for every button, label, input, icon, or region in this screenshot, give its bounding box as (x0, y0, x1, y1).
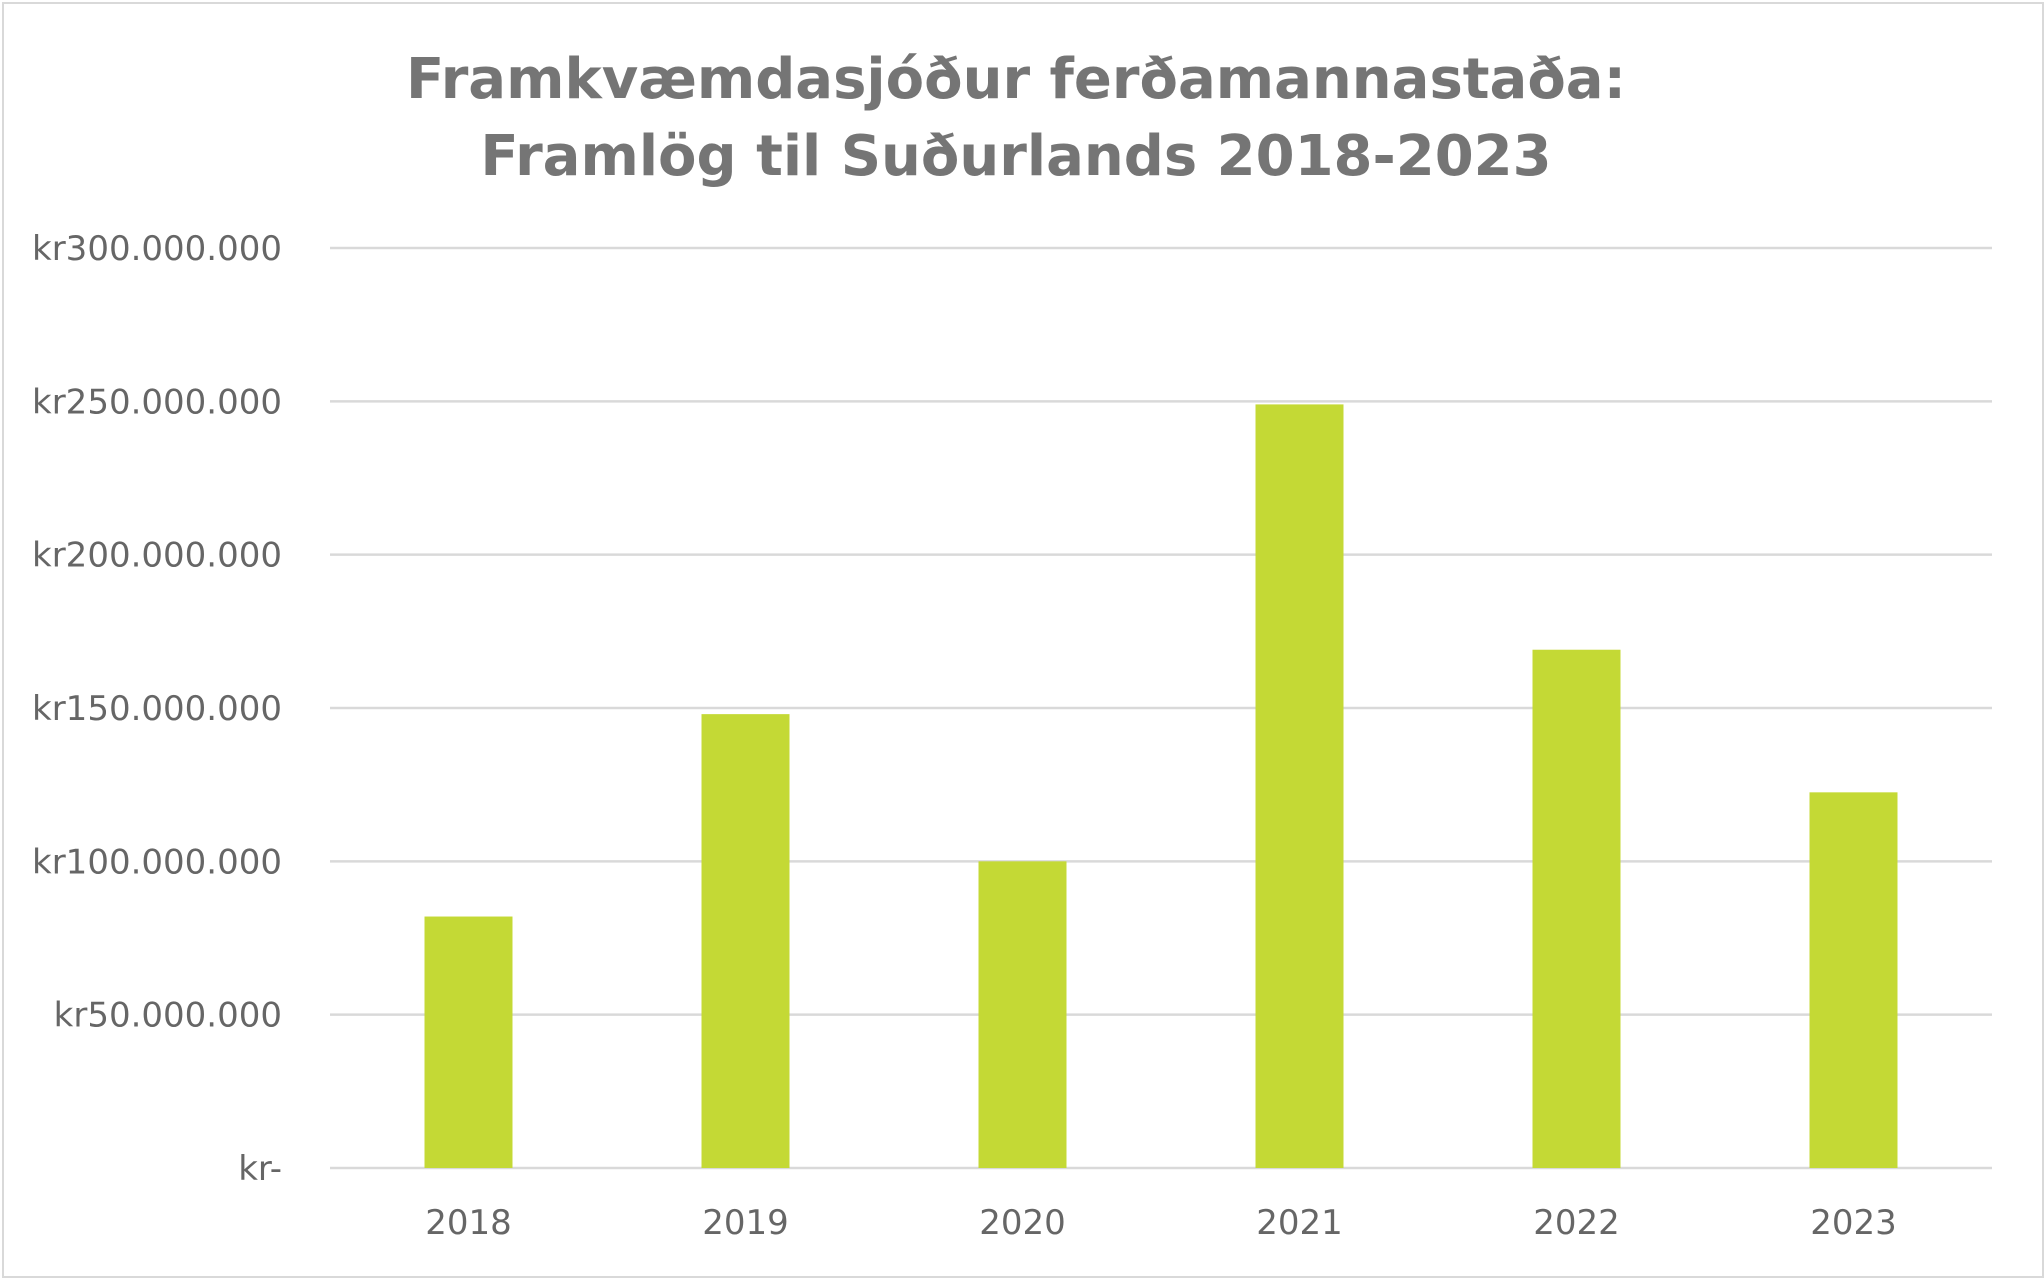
y-tick-label: kr300.000.000 (32, 229, 282, 269)
y-tick-label: kr200.000.000 (32, 536, 282, 576)
y-tick-label: kr50.000.000 (54, 996, 282, 1036)
x-tick-label: 2022 (1533, 1203, 1620, 1243)
bar-2020 (978, 861, 1067, 1168)
y-axis-tick-labels: kr-kr50.000.000 kr100.000.000 kr150.000.00… (32, 229, 282, 1189)
x-tick-label: 2018 (425, 1203, 512, 1243)
bar-2021 (1255, 404, 1344, 1168)
y-tick-label: kr150.000.000 (32, 689, 282, 729)
bars (424, 404, 1898, 1168)
x-axis-tick-labels: 2018 2019 2020 2021 2022 2023 (425, 1203, 1897, 1243)
y-tick-label: kr- (238, 1149, 282, 1189)
x-tick-label: 2019 (702, 1203, 789, 1243)
y-tick-label: kr100.000.000 (32, 842, 282, 882)
gridlines (330, 246, 1992, 1170)
y-tick-label: kr250.000.000 (32, 382, 282, 422)
x-tick-label: 2021 (1256, 1203, 1343, 1243)
bar-2018 (424, 916, 513, 1168)
bar-2023 (1809, 792, 1898, 1168)
bar-2022 (1532, 649, 1621, 1168)
chart-title-line-1: Framkvæmdasjóður ferðamannastaða: (406, 47, 1626, 112)
bar-2019 (701, 714, 790, 1168)
chart-title: Framkvæmdasjóður ferðamannastaða: Framlö… (406, 47, 1626, 189)
x-tick-label: 2020 (979, 1203, 1066, 1243)
x-tick-label: 2023 (1810, 1203, 1897, 1243)
chart-title-line-2: Framlög til Suðurlands 2018-2023 (480, 124, 1551, 189)
